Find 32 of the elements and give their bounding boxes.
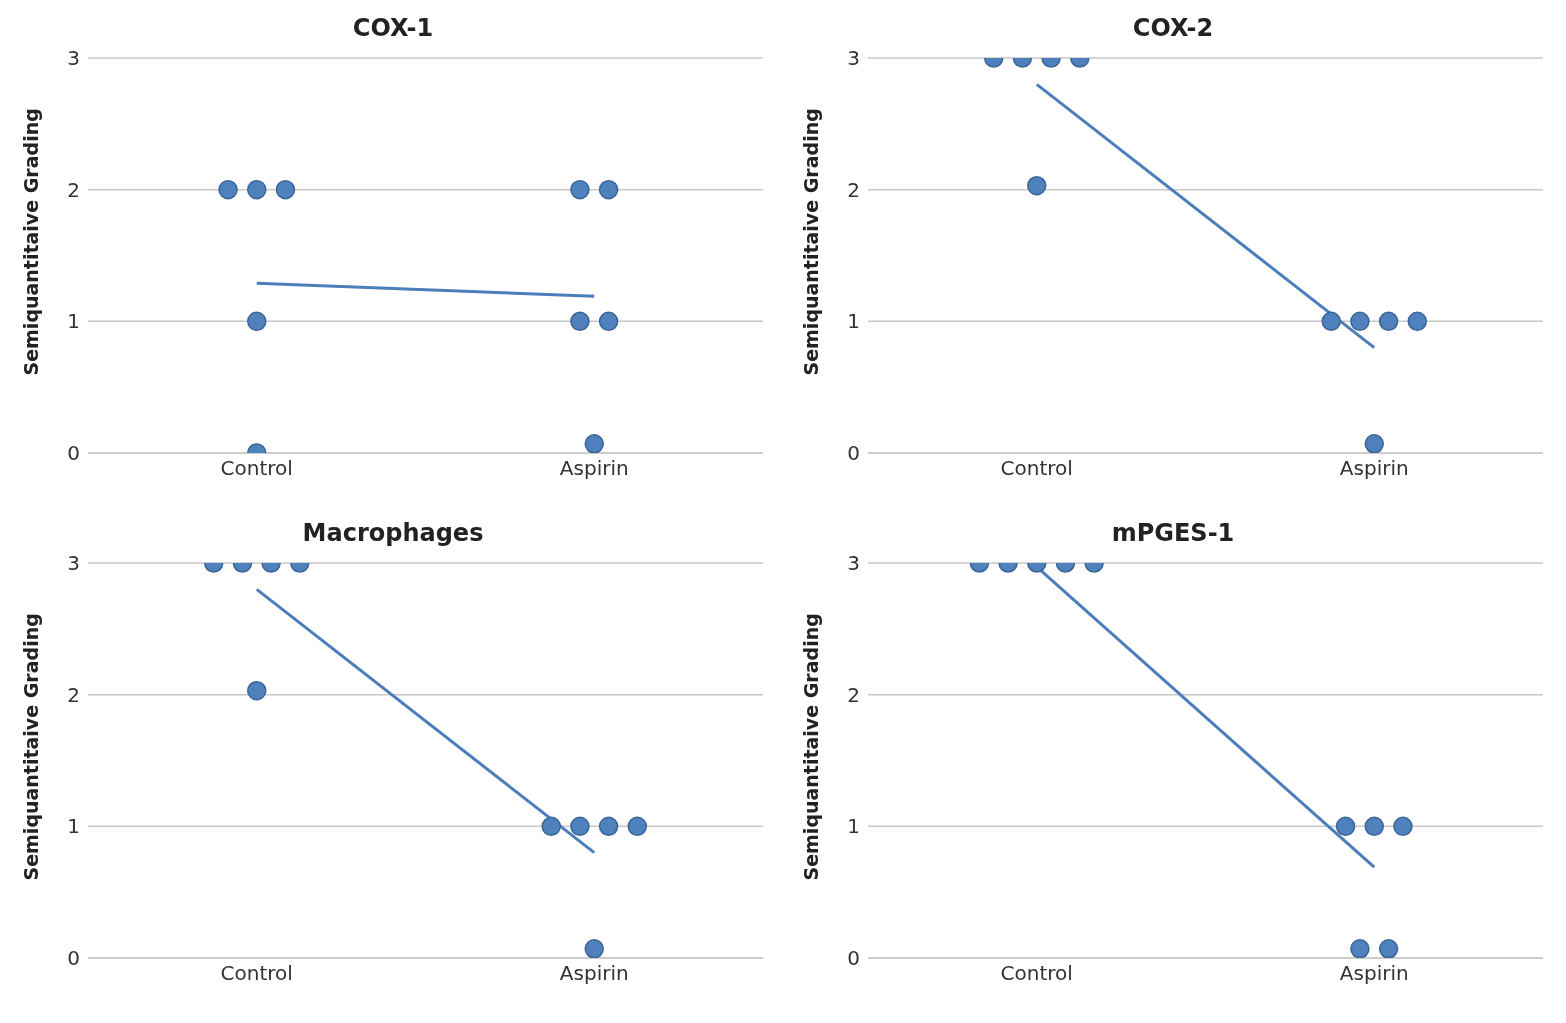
y-tick-label: 0 xyxy=(847,441,860,466)
y-tick-label: 2 xyxy=(847,177,860,202)
y-tick-label: 1 xyxy=(847,309,860,334)
y-tick-label: 0 xyxy=(847,946,860,971)
x-tick-label: Control xyxy=(1000,456,1073,481)
y-tick-label: 3 xyxy=(67,46,80,71)
y-tick-label: 3 xyxy=(847,46,860,71)
x-tick-label: Control xyxy=(220,456,293,481)
chart-title: Macrophages xyxy=(302,519,484,547)
y-axis-title: Semiquantitaive Grading xyxy=(799,613,822,881)
x-tick-label: Aspirin xyxy=(559,961,629,986)
y-axis-title: Semiquantitaive Grading xyxy=(19,613,42,881)
chart-title: COX-1 xyxy=(352,14,434,42)
y-tick-label: 2 xyxy=(847,682,860,707)
x-tick-label: Control xyxy=(1000,961,1073,986)
y-tick-label: 3 xyxy=(67,551,80,576)
chart-title: mPGES-1 xyxy=(1111,519,1235,547)
x-tick-label: Control xyxy=(220,961,293,986)
x-tick-label: Aspirin xyxy=(1339,456,1409,481)
y-tick-label: 1 xyxy=(67,309,80,334)
y-axis-title: Semiquantitaive Grading xyxy=(19,108,42,376)
y-tick-label: 0 xyxy=(67,441,80,466)
y-tick-label: 0 xyxy=(67,946,80,971)
y-tick-label: 1 xyxy=(67,814,80,839)
y-tick-label: 2 xyxy=(67,682,80,707)
chart-title: COX-2 xyxy=(1132,14,1214,42)
y-tick-label: 2 xyxy=(67,177,80,202)
y-axis-title: Semiquantitaive Grading xyxy=(799,108,822,376)
y-tick-label: 3 xyxy=(847,551,860,576)
x-tick-label: Aspirin xyxy=(1339,961,1409,986)
y-tick-label: 1 xyxy=(847,814,860,839)
x-tick-label: Aspirin xyxy=(559,456,629,481)
